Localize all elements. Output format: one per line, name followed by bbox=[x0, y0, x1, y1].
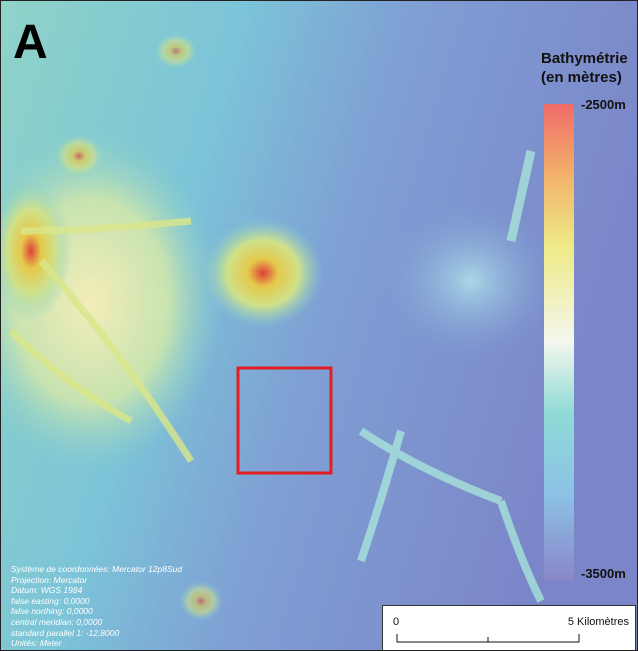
metadata-line: Système de coordonnées: Mercator 12p8Sud bbox=[11, 564, 182, 575]
legend-min: -3500m bbox=[581, 566, 626, 581]
metadata-line: Unités: Meter bbox=[11, 638, 182, 649]
bathymetry-map bbox=[1, 1, 637, 650]
panel-label: A bbox=[13, 19, 48, 67]
map-figure: A Bathymétrie (en mètres) -2500m -3500m … bbox=[0, 0, 638, 651]
scale-line bbox=[383, 606, 635, 650]
legend-max: -2500m bbox=[581, 97, 626, 112]
legend-title-line: (en mètres) bbox=[541, 68, 628, 87]
metadata-line: false easting: 0,0000 bbox=[11, 596, 182, 607]
scale-bar: 0 5 Kilomètres bbox=[382, 605, 636, 651]
metadata-line: Datum: WGS 1984 bbox=[11, 585, 182, 596]
metadata-line: standard parallel 1: -12,8000 bbox=[11, 628, 182, 639]
legend-title-line: Bathymétrie bbox=[541, 49, 628, 68]
metadata-line: false northing: 0,0000 bbox=[11, 606, 182, 617]
metadata-line: central meridian: 0,0000 bbox=[11, 617, 182, 628]
metadata: Système de coordonnées: Mercator 12p8Sud… bbox=[11, 564, 182, 649]
legend-title: Bathymétrie (en mètres) bbox=[541, 49, 628, 87]
color-scale bbox=[544, 104, 574, 580]
metadata-line: Projection: Mercator bbox=[11, 575, 182, 586]
